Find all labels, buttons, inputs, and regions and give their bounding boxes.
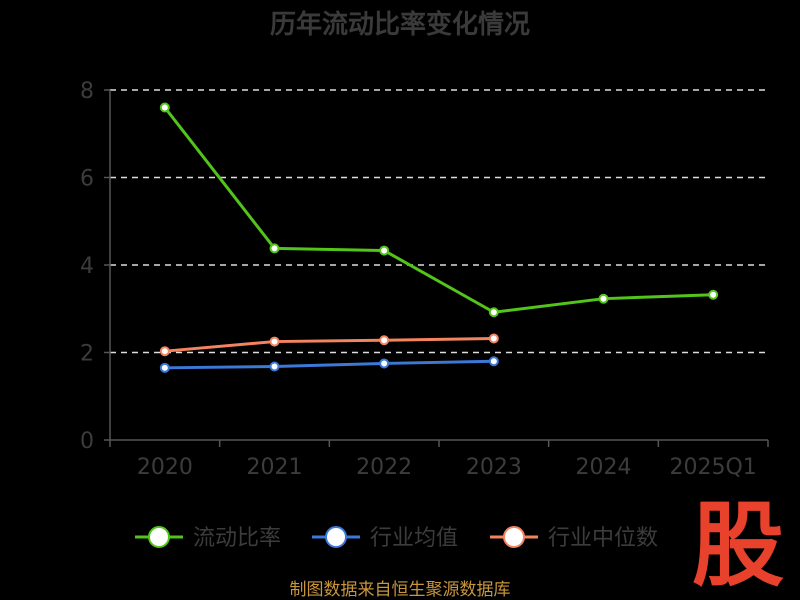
data-point-1-0[interactable] [159, 362, 170, 373]
data-point-1-2[interactable] [379, 358, 390, 369]
data-point-0-0[interactable] [159, 102, 170, 113]
chart-title: 历年流动比率变化情况 [270, 9, 530, 40]
series-line-2 [163, 337, 496, 353]
x-axis-ticks: 2020 2021 2022 2023 2024 2025Q1 [109, 440, 769, 480]
data-point-0-2[interactable] [379, 245, 390, 256]
legend-label: 流动比率 [193, 526, 281, 551]
grid-lines [110, 89, 768, 354]
data-point-2-0[interactable] [159, 346, 170, 357]
x-tick-label-2020: 2020 [137, 455, 193, 480]
legend-item-1[interactable]: 行业均值 [312, 526, 458, 551]
data-point-0-5[interactable] [708, 289, 719, 300]
series-line-1 [163, 359, 496, 370]
series-line-0 [163, 106, 715, 314]
x-tick-label-2025Q1: 2025Q1 [670, 455, 757, 480]
y-tick-label: 0 [80, 429, 94, 454]
data-point-2-1[interactable] [269, 336, 280, 347]
legend-item-0[interactable]: 流动比率 [135, 526, 281, 551]
x-tick-label-2023: 2023 [466, 455, 522, 480]
x-tick-label-2024: 2024 [576, 455, 632, 480]
y-tick-label: 6 [80, 167, 94, 192]
x-tick-label-2021: 2021 [247, 455, 303, 480]
legend-label: 行业中位数 [548, 526, 658, 551]
data-point-1-3[interactable] [488, 356, 499, 367]
y-tick-label: 4 [80, 254, 94, 279]
logo-glyph: 股 [692, 492, 784, 599]
y-tick-label: 8 [80, 79, 94, 104]
legend: 流动比率 行业均值 行业中位数 [135, 526, 658, 551]
legend-swatch-marker [148, 526, 170, 548]
axes [109, 90, 768, 441]
legend-swatch-marker [503, 526, 525, 548]
series-group [159, 102, 719, 373]
x-tick-label-2022: 2022 [356, 455, 412, 480]
data-point-1-1[interactable] [269, 361, 280, 372]
y-tick-label: 2 [80, 342, 94, 367]
y-axis-ticks: 0 2 4 6 8 [80, 79, 110, 454]
source-note: 制图数据来自恒生聚源数据库 [290, 580, 511, 600]
data-point-0-1[interactable] [269, 243, 280, 254]
legend-item-2[interactable]: 行业中位数 [490, 526, 658, 551]
data-point-2-3[interactable] [488, 333, 499, 344]
data-point-0-4[interactable] [598, 293, 609, 304]
legend-label: 行业均值 [370, 526, 458, 551]
data-point-2-2[interactable] [379, 335, 390, 346]
data-point-0-3[interactable] [488, 307, 499, 318]
legend-swatch-marker [325, 526, 347, 548]
